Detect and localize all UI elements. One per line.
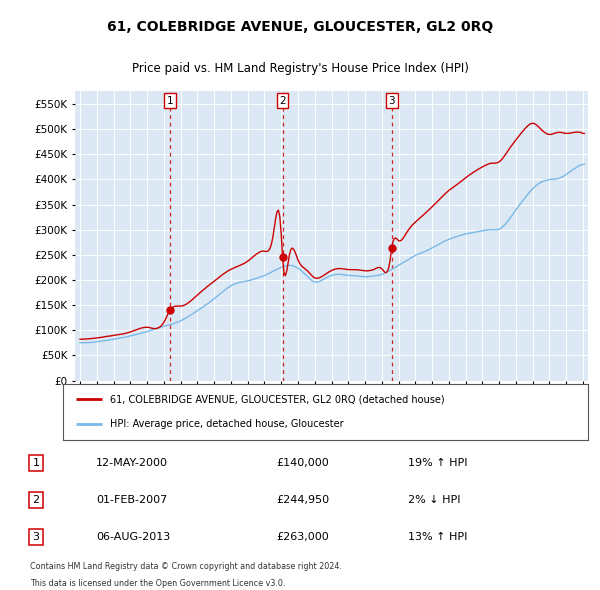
Text: £244,950: £244,950 xyxy=(276,495,329,505)
Text: HPI: Average price, detached house, Gloucester: HPI: Average price, detached house, Glou… xyxy=(110,419,344,429)
Text: 3: 3 xyxy=(32,532,40,542)
Text: 2: 2 xyxy=(32,495,40,505)
Text: £140,000: £140,000 xyxy=(276,458,329,468)
Text: Price paid vs. HM Land Registry's House Price Index (HPI): Price paid vs. HM Land Registry's House … xyxy=(131,62,469,75)
Text: 1: 1 xyxy=(32,458,40,468)
Text: 06-AUG-2013: 06-AUG-2013 xyxy=(96,532,170,542)
Text: 2: 2 xyxy=(279,96,286,106)
Text: 13% ↑ HPI: 13% ↑ HPI xyxy=(408,532,467,542)
Text: Contains HM Land Registry data © Crown copyright and database right 2024.: Contains HM Land Registry data © Crown c… xyxy=(30,562,342,572)
Text: This data is licensed under the Open Government Licence v3.0.: This data is licensed under the Open Gov… xyxy=(30,579,286,588)
Text: 61, COLEBRIDGE AVENUE, GLOUCESTER, GL2 0RQ (detached house): 61, COLEBRIDGE AVENUE, GLOUCESTER, GL2 0… xyxy=(110,394,445,404)
Text: £263,000: £263,000 xyxy=(276,532,329,542)
Text: 61, COLEBRIDGE AVENUE, GLOUCESTER, GL2 0RQ: 61, COLEBRIDGE AVENUE, GLOUCESTER, GL2 0… xyxy=(107,20,493,34)
Text: 12-MAY-2000: 12-MAY-2000 xyxy=(96,458,168,468)
Text: 01-FEB-2007: 01-FEB-2007 xyxy=(96,495,167,505)
Text: 3: 3 xyxy=(388,96,395,106)
Text: 2% ↓ HPI: 2% ↓ HPI xyxy=(408,495,461,505)
Text: 1: 1 xyxy=(167,96,173,106)
Text: 19% ↑ HPI: 19% ↑ HPI xyxy=(408,458,467,468)
